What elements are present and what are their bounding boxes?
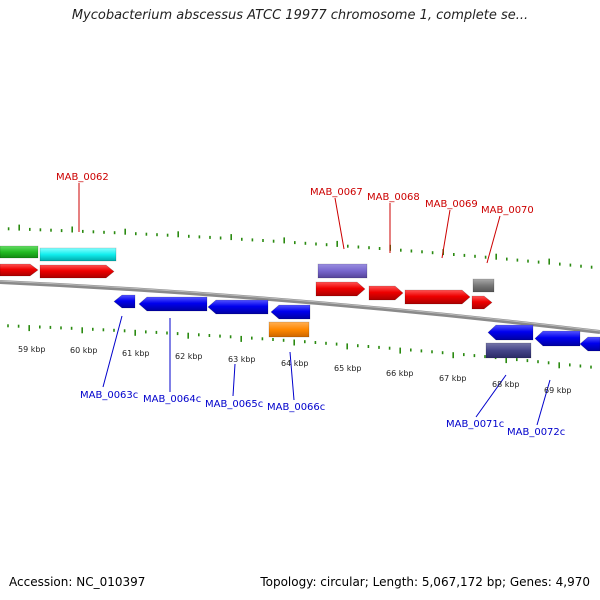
leader-line [102, 315, 123, 388]
gene-label-mab-0065c[interactable]: MAB_0065c [205, 399, 263, 410]
leader-line [289, 351, 295, 401]
cds-reverse-arrow-mab-0072c [534, 330, 581, 347]
genome-stats: Topology: circular; Length: 5,067,172 bp… [260, 575, 590, 589]
ruler-label-66kbp: 66 kbp [386, 369, 414, 378]
ruler-label-63kbp: 63 kbp [228, 355, 256, 364]
feature-green-box [0, 245, 39, 259]
gene-label-mab-0064c[interactable]: MAB_0064c [143, 394, 201, 405]
ruler-label-64kbp: 64 kbp [281, 359, 309, 368]
gene-label-mab-0069[interactable]: MAB_0069 [425, 199, 478, 210]
feature-purple-box [317, 263, 368, 279]
feature-cyan-box [39, 247, 117, 262]
gene-label-mab-0072c[interactable]: MAB_0072c [507, 427, 565, 438]
gene-label-mab-0070[interactable]: MAB_0070 [481, 205, 534, 216]
gene-label-mab-0063c[interactable]: MAB_0063c [80, 390, 138, 401]
ruler-label-69kbp: 69 kbp [544, 386, 572, 395]
inner-tick-ring [7, 324, 592, 369]
leader-line [441, 209, 451, 259]
length-label: Length: 5,067,172 bp; [372, 575, 507, 589]
chromosome-backbone-highlight [0, 280, 600, 332]
gene-label-mab-0071c[interactable]: MAB_0071c [446, 419, 504, 430]
ruler-label-67kbp: 67 kbp [439, 374, 467, 383]
feature-dark-purple-box [485, 342, 532, 359]
label-leaders [78, 183, 551, 426]
ruler-label-62kbp: 62 kbp [175, 352, 203, 361]
gene-label-mab-0068[interactable]: MAB_0068 [367, 192, 420, 203]
gene-label-mab-0062[interactable]: MAB_0062 [56, 172, 109, 183]
ruler-label-59kbp: 59 kbp [18, 345, 46, 354]
cds-forward-arrow-mab-0067 [315, 281, 366, 297]
ruler-labels: 59 kbp 60 kbp 61 kbp 62 kbp 63 kbp 64 kb… [18, 345, 572, 395]
chromosome-backbone [0, 280, 600, 334]
cds-reverse-arrow [579, 336, 600, 352]
cds-reverse-arrow-mab-0064c [138, 296, 208, 312]
cds-reverse-arrow-mab-0065c [207, 299, 269, 315]
cds-forward-arrow [0, 263, 39, 277]
leader-line [536, 379, 551, 426]
map-title: Mycobacterium abscessus ATCC 19977 chrom… [71, 8, 529, 23]
leader-line [486, 215, 501, 264]
feature-track [0, 245, 600, 359]
cds-reverse-arrow-mab-0071c [487, 324, 534, 341]
leader-line [232, 363, 236, 397]
outer-tick-ring [7, 224, 593, 269]
cds-forward-arrow-mab-0068 [368, 285, 404, 301]
cds-forward-arrow-mab-0062 [39, 264, 115, 279]
reverse-gene-labels: MAB_0063c MAB_0064c MAB_0065c MAB_0066c … [80, 390, 565, 438]
ruler-label-68kbp: 68 kbp [492, 380, 520, 389]
cds-forward-arrow-mab-0070 [471, 295, 493, 310]
cds-reverse-arrow-mab-0066c [270, 304, 311, 320]
ruler-label-61kbp: 61 kbp [122, 349, 150, 358]
accession-label: Accession: NC_010397 [9, 575, 146, 589]
ruler-label-65kbp: 65 kbp [334, 364, 362, 373]
leader-line [334, 197, 345, 250]
genes-count-label: Genes: 4,970 [509, 575, 590, 589]
forward-gene-labels: MAB_0062 MAB_0067 MAB_0068 MAB_0069 MAB_… [56, 172, 534, 216]
ruler-label-60kbp: 60 kbp [70, 346, 98, 355]
leader-line [475, 374, 507, 418]
gene-label-mab-0067[interactable]: MAB_0067 [310, 187, 363, 198]
cds-reverse-arrow-mab-0063c [113, 294, 136, 309]
feature-gray-box [472, 278, 495, 293]
cds-forward-arrow-mab-0069 [404, 289, 471, 305]
topology-label: Topology: circular; [260, 575, 369, 589]
feature-orange-box [268, 321, 310, 338]
gene-label-mab-0066c[interactable]: MAB_0066c [267, 402, 325, 413]
